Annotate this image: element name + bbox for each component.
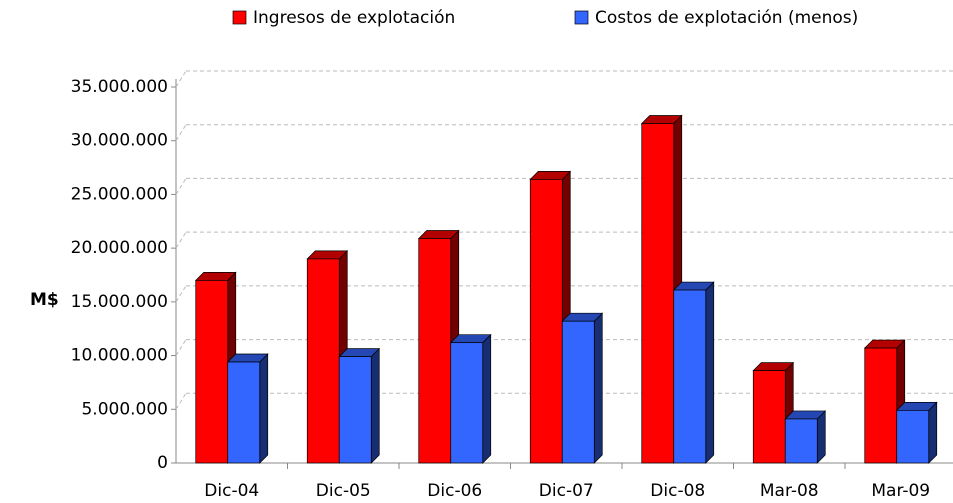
bar: [784, 418, 818, 464]
bar: [752, 370, 786, 464]
bar: [306, 258, 340, 464]
bar-side: [928, 401, 938, 464]
grid-line: [175, 70, 187, 88]
x-tick-label: Mar-08: [760, 481, 819, 501]
bar-side: [593, 312, 603, 464]
grid-line: [175, 231, 187, 249]
y-tick-label: 10.000.000: [71, 346, 168, 366]
bar: [338, 356, 372, 464]
bar: [896, 410, 930, 464]
legend-label: Costos de explotación (menos): [595, 8, 858, 28]
bar: [641, 123, 675, 464]
bar: [450, 342, 484, 464]
y-tick-label: 15.000.000: [71, 292, 168, 312]
x-tick-label: Dic-06: [427, 481, 482, 501]
grid-line: [175, 285, 187, 303]
bar-side: [816, 410, 826, 464]
grid-line: [175, 339, 187, 356]
x-tick-label: Dic-04: [204, 481, 259, 501]
y-tick-label: 0: [157, 453, 168, 473]
y-tick-label: 20.000.000: [71, 238, 168, 258]
x-tick-label: Dic-07: [539, 481, 594, 501]
bar: [561, 320, 595, 464]
y-tick-label: 25.000.000: [71, 184, 168, 204]
bar: [864, 347, 898, 464]
y-tick-label: 30.000.000: [71, 131, 168, 151]
bar: [673, 289, 707, 464]
bar-side: [482, 333, 492, 464]
bar-side: [259, 353, 269, 464]
grid-line: [175, 393, 187, 410]
grid-line: [175, 124, 187, 141]
y-axis-label: M$: [30, 290, 59, 310]
x-tick-label: Dic-05: [316, 481, 371, 501]
bar-side: [705, 281, 715, 464]
bar-side: [370, 347, 380, 464]
bar: [227, 361, 261, 464]
x-tick-label: Mar-09: [871, 481, 930, 501]
legend-label: Ingresos de explotación: [253, 8, 455, 28]
y-tick-label: 5.000.000: [81, 399, 168, 419]
legend-swatch: [574, 10, 589, 25]
legend-swatch: [232, 10, 247, 25]
bar: [529, 179, 563, 464]
bar: [195, 280, 229, 464]
x-tick-label: Dic-08: [650, 481, 705, 501]
grid-line: [175, 178, 187, 195]
y-tick-label: 35.000.000: [71, 77, 168, 97]
bar: [418, 238, 452, 464]
